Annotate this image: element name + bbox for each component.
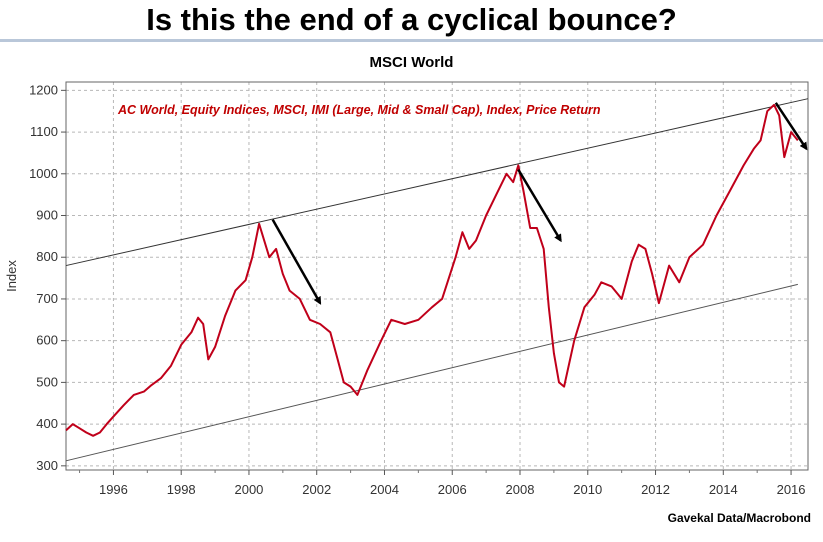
y-tick-label: 1000 xyxy=(29,166,58,181)
trend-layer xyxy=(65,98,809,462)
y-tick-label: 1100 xyxy=(30,124,58,139)
x-tick-label: 2000 xyxy=(234,482,263,497)
x-tick-label: 2012 xyxy=(641,482,670,497)
trend-channel-line xyxy=(65,98,809,267)
plot-frame xyxy=(65,81,809,471)
trend-arrow xyxy=(517,168,562,243)
y-tick-label: 600 xyxy=(36,333,58,348)
x-tick-label: 2016 xyxy=(777,482,806,497)
series-annotation: AC World, Equity Indices, MSCI, IMI (Lar… xyxy=(117,103,601,117)
x-tick-label: 2010 xyxy=(573,482,602,497)
source-credit: Gavekal Data/Macrobond xyxy=(667,511,811,525)
trend-channel-line xyxy=(65,283,798,462)
y-tick-label: 900 xyxy=(36,208,58,223)
grid-layer xyxy=(66,82,808,470)
y-axis-title: Index xyxy=(4,260,19,292)
y-tick-label: 800 xyxy=(36,249,58,264)
title-divider xyxy=(0,39,823,42)
x-tick-label: 2014 xyxy=(709,482,738,497)
x-tick-label: 1998 xyxy=(167,482,196,497)
y-tick-label: 700 xyxy=(36,291,58,306)
x-tick-label: 1996 xyxy=(99,482,128,497)
chart-title: MSCI World xyxy=(369,54,454,71)
slide-title: Is this the end of a cyclical bounce? xyxy=(146,2,677,37)
arrow-layer xyxy=(271,102,808,305)
x-tick-label: 2008 xyxy=(506,482,535,497)
series-layer xyxy=(65,103,799,437)
x-tick-label: 2006 xyxy=(438,482,467,497)
y-tick-label: 1200 xyxy=(29,82,58,97)
axis-layer: 300 400 500 600 700 800 900 1000 1100 1200 1996 199… xyxy=(29,82,805,497)
index-series-line xyxy=(65,103,799,437)
trend-arrow xyxy=(774,102,808,151)
y-tick-label: 500 xyxy=(36,374,58,389)
x-tick-label: 2004 xyxy=(370,482,399,497)
x-tick-label: 2002 xyxy=(302,482,331,497)
y-tick-label: 300 xyxy=(36,458,58,473)
y-tick-label: 400 xyxy=(36,416,58,431)
trend-arrow xyxy=(271,219,322,305)
